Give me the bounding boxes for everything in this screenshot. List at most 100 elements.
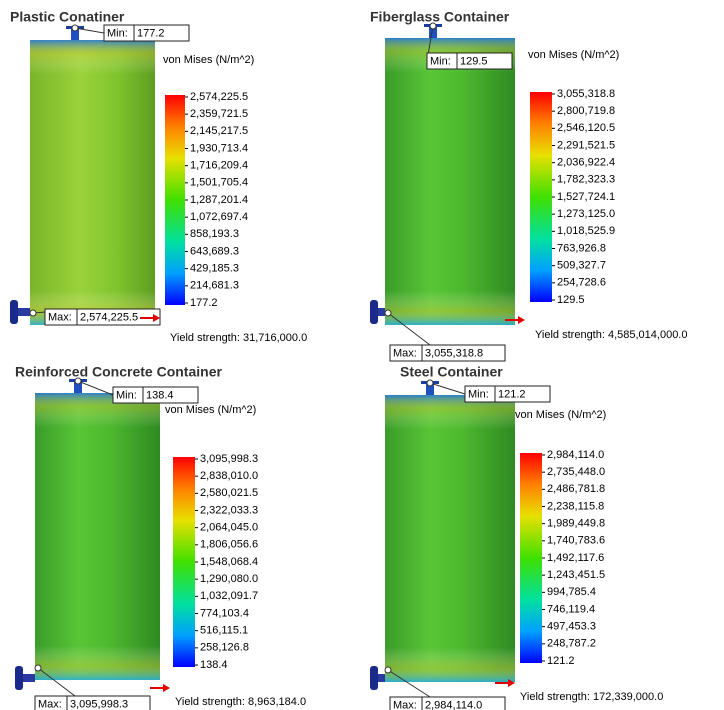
max-value: 2,984,114.0 [425,699,482,710]
panel-title: Steel Container [400,364,503,380]
max-marker [30,310,36,316]
legend-title: von Mises (N/m^2) [165,404,256,416]
legend-tick-label: 497,453.3 [547,621,596,633]
legend-tick-label: 2,064,045.0 [200,522,258,534]
legend-title: von Mises (N/m^2) [163,54,254,66]
panel: Reinforced Concrete Container Min: 138.4 Ma… [15,364,306,710]
max-label: Max: [38,698,62,710]
min-leader [430,383,465,394]
legend-tick-label: 1,716,209.4 [190,160,248,172]
legend-tick-label: 129.5 [557,294,585,306]
legend-tick-label: 138.4 [200,659,228,671]
legend-tick-label: 1,273,125.0 [557,208,615,220]
legend-tick-label: 746,119.4 [547,603,595,615]
legend-tick-label: 2,486,781.8 [547,483,605,495]
legend-tick-label: 2,838,010.0 [200,470,258,482]
valve [15,666,23,690]
legend-tick-label: 1,527,724.1 [557,191,615,203]
valve [10,300,18,324]
legend-tick-label: 2,036,922.4 [557,157,615,169]
legend-tick-label: 516,115.1 [200,625,248,637]
page: {"panels":[ {"title":"Plastic Conatiner"… [0,0,724,710]
legend-tick-label: 1,782,323.3 [557,174,615,186]
min-label: Min: [430,55,451,67]
yield-arrow-head [163,684,170,692]
max-label: Max: [393,347,417,359]
legend-tick-label: 2,574,225.5 [190,91,248,103]
stress-bands [385,38,515,325]
max-label: Max: [48,311,72,323]
legend-tick-label: 258,126.8 [200,642,249,654]
legend-tick-label: 858,193.3 [190,228,239,240]
stress-bands [385,395,515,682]
legend-tick-label: 1,740,783.6 [547,535,605,547]
yield-strength: Yield strength: 4,585,014,000.0 [535,329,688,341]
legend-tick-label: 2,291,521.5 [557,139,615,151]
min-label: Min: [468,388,489,400]
min-label: Min: [116,389,137,401]
legend-tick-label: 509,327.7 [557,260,606,272]
legend-tick-label: 1,032,091.7 [200,590,258,602]
valve [370,666,378,690]
legend-tick-label: 429,185.3 [190,263,239,275]
legend-tick-label: 774,103.4 [200,607,249,619]
panel-title: Plastic Conatiner [10,9,125,25]
max-value: 3,055,318.8 [425,347,483,359]
min-marker [75,378,81,384]
legend-tick-label: 2,546,120.5 [557,122,615,134]
color-bar [520,453,542,663]
min-leader [75,28,104,33]
legend-tick-label: 2,238,115.8 [547,500,604,512]
yield-strength: Yield strength: 31,716,000.0 [170,332,307,344]
stress-bands [35,393,160,680]
yield-strength: Yield strength: 172,339,000.0 [520,691,663,703]
legend-tick-label: 1,989,449.8 [547,518,605,530]
results-view: Plastic Conatiner Min: 177.2 Max: 2,574,225.… [0,0,724,710]
min-value: 121.2 [498,388,526,400]
legend-tick-label: 1,548,068.4 [200,556,258,568]
legend-tick-label: 3,055,318.8 [557,88,615,100]
legend-title: von Mises (N/m^2) [515,409,606,421]
stress-bands [30,40,155,325]
legend-tick-label: 2,735,448.0 [547,466,605,478]
panel: Plastic Conatiner Min: 177.2 Max: 2,574,225.… [10,9,307,344]
valve [370,300,378,324]
min-marker [72,25,78,31]
min-value: 129.5 [460,55,488,67]
min-value: 177.2 [137,27,165,39]
min-label: Min: [107,27,128,39]
legend-title: von Mises (N/m^2) [528,49,619,61]
legend-tick-label: 1,072,697.4 [190,211,248,223]
max-marker [35,665,41,671]
color-bar [530,92,552,302]
legend-tick-label: 2,359,721.5 [190,108,248,120]
max-marker [385,310,391,316]
valve-pipe [378,674,385,682]
max-marker [385,667,391,673]
max-value: 3,095,998.3 [70,698,128,710]
valve-pipe [18,308,30,316]
valve-pipe [378,308,385,316]
legend-tick-label: 2,145,217.5 [190,125,248,137]
color-bar [173,457,195,667]
legend-tick-label: 1,018,525.9 [557,225,615,237]
legend-tick-label: 1,930,713.4 [190,142,248,154]
panel-title: Reinforced Concrete Container [15,364,222,380]
legend-tick-label: 254,728.6 [557,277,606,289]
yield-strength: Yield strength: 8,963,184.0 [175,696,306,708]
legend-tick-label: 3,095,998.3 [200,453,258,465]
legend-tick-label: 2,322,033.3 [200,504,258,516]
legend-tick-label: 1,287,201.4 [190,194,248,206]
panel-title: Fiberglass Container [370,9,510,25]
legend-tick-label: 1,492,117.6 [547,552,604,564]
max-value: 2,574,225.5 [80,311,138,323]
min-leader [78,381,113,395]
legend-tick-label: 2,984,114.0 [547,449,604,461]
legend-tick-label: 2,800,719.8 [557,105,615,117]
panel: Fiberglass Container Min: 129.5 Max: 3,055,3… [370,9,688,361]
legend-tick-label: 643,689.3 [190,245,239,257]
legend-tick-label: 1,806,056.6 [200,539,258,551]
legend-tick-label: 994,785.4 [547,586,596,598]
legend-tick-label: 121.2 [547,655,575,667]
valve-pipe [23,674,35,682]
